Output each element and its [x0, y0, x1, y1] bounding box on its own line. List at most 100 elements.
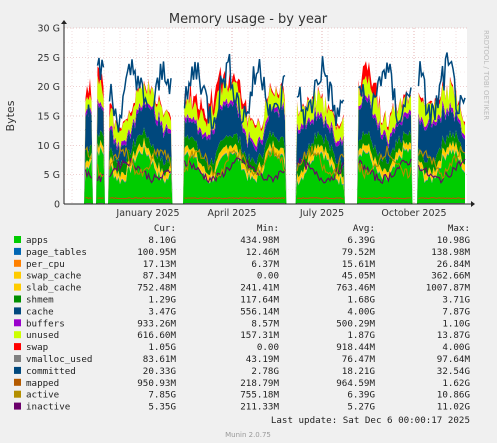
legend-min-apps: 434.98M	[240, 235, 279, 246]
chart-title: Memory usage - by year	[169, 12, 328, 27]
legend-swatch-cache	[14, 307, 21, 315]
legend-min-cache: 556.14M	[240, 306, 279, 317]
legend-label-swap: swap	[26, 342, 48, 353]
legend-avg-buffers: 500.29M	[336, 318, 375, 329]
munin-version: Munin 2.0.75	[225, 431, 271, 439]
legend-swatch-buffers	[14, 319, 21, 327]
last-update: Last update: Sat Dec 6 00:00:17 2025	[271, 415, 470, 426]
legend-min-inactive: 211.33M	[240, 402, 279, 413]
legend-cur-buffers: 933.26M	[137, 318, 176, 329]
legend-min-slab-cache: 241.41M	[240, 283, 279, 294]
legend-cur-mapped: 950.93M	[137, 378, 176, 389]
legend-swatch-slab-cache	[14, 283, 21, 291]
legend-swatch-shmem	[14, 295, 21, 303]
legend-max-committed: 32.54G	[437, 366, 470, 377]
legend-cur-unused: 616.60M	[137, 330, 176, 341]
legend-cur-inactive: 5.35G	[148, 402, 176, 413]
area-apps	[84, 145, 465, 204]
legend: Cur: Min: Avg: Max: apps 8.10G 434.98M 6.39…	[14, 223, 470, 413]
legend-label-active: active	[26, 390, 59, 401]
legend-max-swap: 4.00G	[442, 342, 470, 353]
y-axis-label: Bytes	[4, 100, 17, 131]
legend-swatch-swap	[14, 343, 21, 351]
x-tick-label: October 2025	[381, 208, 446, 219]
legend-avg-cache: 4.00G	[347, 306, 375, 317]
y-tick-label: 15 G	[38, 112, 60, 123]
legend-label-apps: apps	[26, 235, 48, 246]
y-tick-label: 5 G	[44, 170, 60, 181]
legend-max-apps: 10.98G	[437, 235, 470, 246]
x-axis-arrow	[471, 201, 475, 207]
legend-min-swap-cache: 0.00	[257, 271, 279, 282]
legend-cur-active: 7.85G	[148, 390, 176, 401]
legend-max-active: 10.86G	[437, 390, 470, 401]
legend-max-cache: 7.87G	[442, 306, 470, 317]
area-unused	[84, 75, 465, 205]
legend-min-unused: 157.31M	[240, 330, 279, 341]
legend-avg-swap: 918.44M	[336, 342, 375, 353]
legend-label-swap-cache: swap_cache	[26, 271, 81, 282]
legend-swatch-unused	[14, 331, 21, 339]
legend-cur-shmem: 1.29G	[148, 295, 176, 306]
legend-cur-vmalloc-used: 83.61M	[143, 354, 177, 365]
legend-swatch-page-tables	[14, 247, 21, 255]
area-shmem	[84, 127, 465, 204]
legend-cur-slab-cache: 752.48M	[137, 283, 176, 294]
legend-header-cur: Cur:	[154, 223, 176, 234]
legend-header-avg: Avg:	[353, 223, 375, 234]
x-tick-label: April 2025	[208, 208, 257, 219]
legend-avg-mapped: 964.59M	[336, 378, 375, 389]
legend-label-page-tables: page_tables	[26, 247, 87, 258]
legend-label-shmem: shmem	[26, 295, 54, 306]
legend-min-per-cpu: 6.37M	[251, 259, 279, 270]
legend-cur-swap: 1.05G	[148, 342, 176, 353]
x-tick-label: January 2025	[115, 208, 179, 219]
legend-swatch-per-cpu	[14, 259, 21, 267]
y-tick-label: 30 G	[38, 24, 60, 35]
legend-avg-vmalloc-used: 76.47M	[342, 354, 376, 365]
y-axis-arrow	[61, 20, 67, 24]
legend-min-active: 755.18M	[240, 390, 279, 401]
axes: 0 5 G 10 G 15 G 20 G 25 G 30 G January 2025 Apri…	[38, 20, 475, 219]
y-tick-label: 25 G	[38, 53, 60, 64]
legend-avg-per-cpu: 15.61M	[342, 259, 376, 270]
legend-min-mapped: 218.79M	[240, 378, 279, 389]
legend-min-shmem: 117.64M	[240, 295, 279, 306]
legend-max-slab-cache: 1007.87M	[426, 283, 471, 294]
legend-avg-swap-cache: 45.05M	[342, 271, 376, 282]
legend-label-mapped: mapped	[26, 378, 59, 389]
legend-avg-committed: 18.21G	[342, 366, 375, 377]
y-tick-label: 10 G	[38, 141, 60, 152]
area-slab-cache	[84, 137, 465, 204]
legend-label-unused: unused	[26, 330, 59, 341]
legend-min-page-tables: 12.46M	[246, 247, 280, 258]
legend-avg-inactive: 5.27G	[347, 402, 375, 413]
legend-header-min: Min:	[257, 223, 279, 234]
y-tick-label: 20 G	[38, 82, 60, 93]
line-mapped	[85, 196, 466, 200]
legend-max-inactive: 11.02G	[437, 402, 470, 413]
legend-avg-active: 6.39G	[347, 390, 375, 401]
legend-label-inactive: inactive	[26, 402, 70, 413]
legend-swatch-vmalloc-used	[14, 355, 21, 362]
legend-label-slab-cache: slab_cache	[26, 283, 81, 294]
legend-swatch-apps	[14, 236, 21, 243]
line-active	[85, 145, 466, 180]
legend-min-committed: 2.78G	[251, 366, 279, 377]
legend-max-vmalloc-used: 97.64M	[437, 354, 471, 365]
legend-avg-unused: 1.87G	[347, 330, 375, 341]
legend-swatch-inactive	[14, 402, 21, 410]
legend-cur-swap-cache: 87.34M	[143, 271, 177, 282]
legend-swatch-mapped	[14, 378, 21, 386]
legend-max-buffers: 1.10G	[442, 318, 470, 329]
legend-max-mapped: 1.62G	[442, 378, 470, 389]
x-tick-label: July 2025	[299, 208, 344, 219]
legend-cur-cache: 3.47G	[148, 306, 176, 317]
legend-max-shmem: 3.71G	[442, 295, 470, 306]
legend-header-max: Max:	[448, 223, 470, 234]
legend-max-page-tables: 138.98M	[431, 247, 470, 258]
legend-min-swap: 0.00	[257, 342, 279, 353]
legend-cur-per-cpu: 17.13M	[143, 259, 177, 270]
